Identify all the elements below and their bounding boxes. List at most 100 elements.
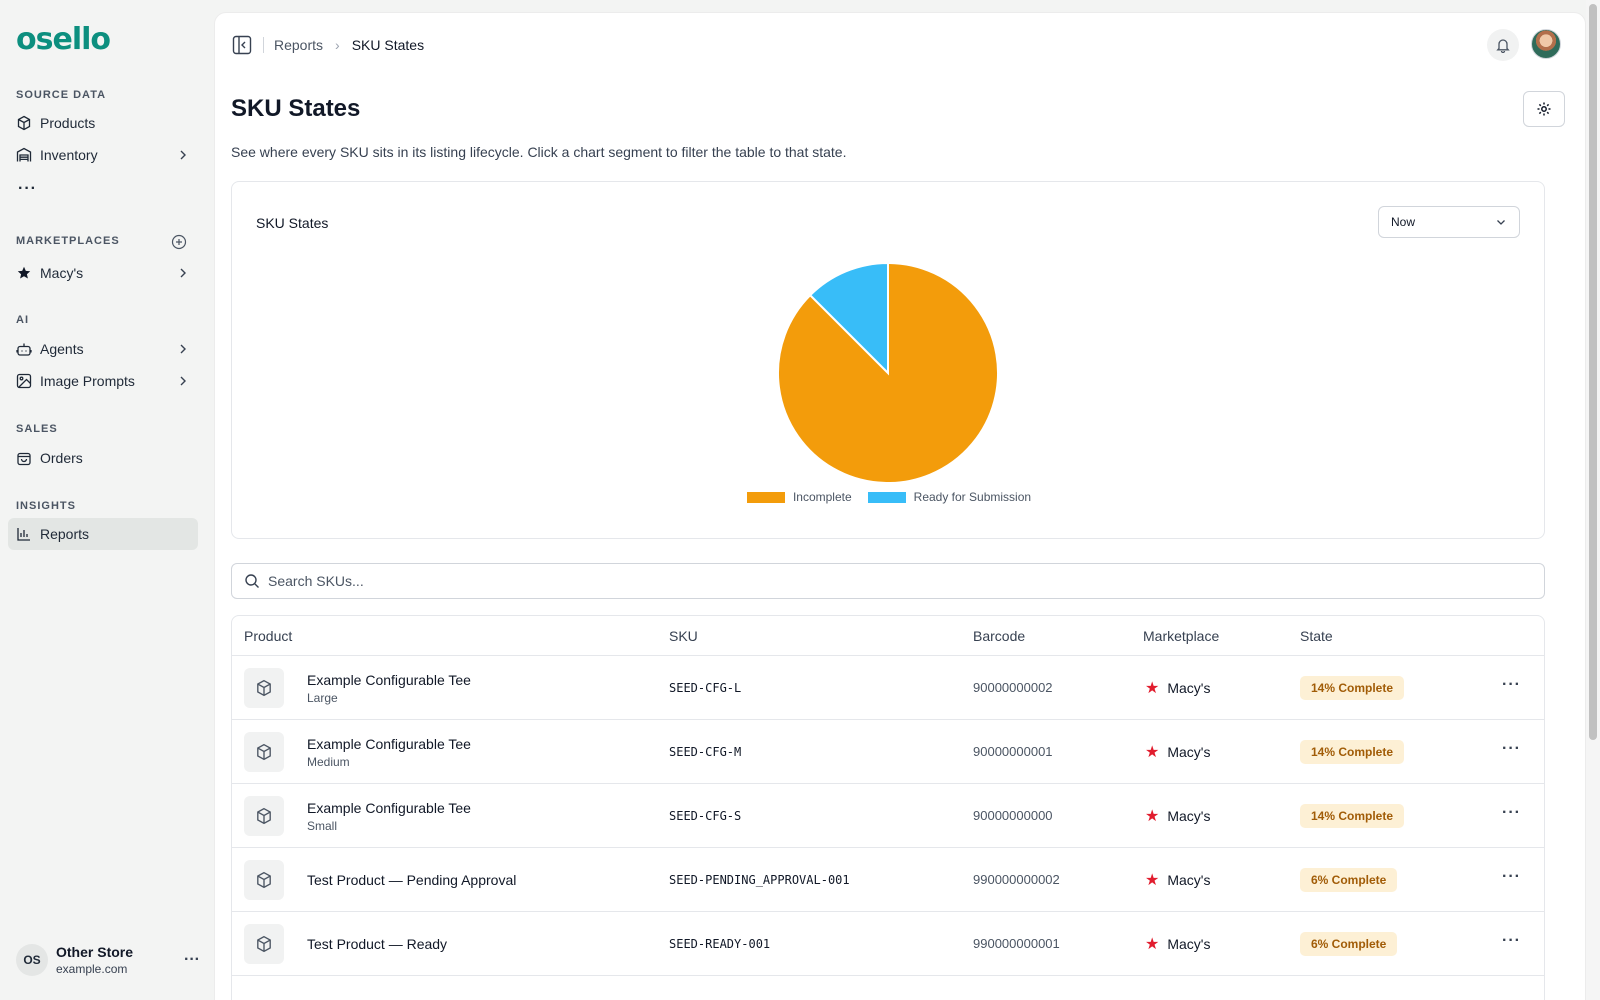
breadcrumb-divider (263, 37, 264, 53)
section-label-marketplaces: MARKETPLACES (16, 235, 120, 247)
period-select[interactable]: Now (1378, 206, 1520, 238)
chevron-down-icon (1495, 216, 1507, 228)
row-menu-button[interactable]: ··· (1502, 740, 1521, 757)
sidebar: osello SOURCE DATA Products Inventory ··… (0, 0, 212, 1000)
shopping-bag-icon (16, 450, 32, 466)
product-variant: Small (307, 819, 338, 833)
robot-icon (16, 341, 32, 357)
marketplace-cell: ★ Macy's (1145, 678, 1210, 698)
bar-chart-icon (16, 526, 32, 542)
search-bar[interactable] (231, 563, 1545, 599)
section-label-source-data: SOURCE DATA (16, 89, 107, 101)
sku-value: SEED-CFG-L (669, 681, 742, 695)
marketplace-cell: ★ Macy's (1145, 742, 1210, 762)
sidebar-item-reports[interactable]: Reports (8, 518, 198, 550)
legend-item-incomplete[interactable]: Incomplete (746, 490, 852, 504)
state-badge: 6% Complete (1300, 868, 1398, 892)
period-select-value: Now (1391, 215, 1416, 229)
section-label-ai: AI (16, 314, 29, 326)
marketplace-name: Macy's (1167, 808, 1211, 824)
sidebar-item-label: Products (40, 115, 96, 131)
sku-value: SEED-CFG-M (669, 745, 742, 759)
brand-logo[interactable]: osello (16, 22, 111, 62)
star-icon: ★ (1145, 872, 1160, 889)
bell-icon (1495, 37, 1511, 53)
brand-logo-text: osello (16, 22, 111, 57)
breadcrumb-reports-link[interactable]: Reports (274, 37, 324, 53)
sidebar-item-image-prompts[interactable]: Image Prompts (8, 365, 198, 397)
sidebar-item-agents[interactable]: Agents (8, 333, 198, 365)
column-header-state[interactable]: State (1300, 628, 1333, 644)
image-icon (16, 373, 32, 389)
column-header-product[interactable]: Product (244, 628, 293, 644)
product-name[interactable]: Test Product — Ready (307, 936, 448, 952)
table-row[interactable]: Example Configurable Tee Small SEED-CFG-… (232, 784, 1544, 848)
table-row[interactable]: Test Product — Pending Approval SEED-PEN… (232, 848, 1544, 912)
column-header-marketplace[interactable]: Marketplace (1143, 628, 1220, 644)
page-title: SKU States (231, 95, 361, 122)
search-icon (244, 573, 260, 589)
store-menu-button[interactable]: ··· (184, 951, 200, 968)
marketplace-cell: ★ Macy's (1145, 934, 1210, 954)
search-input[interactable] (268, 573, 1532, 589)
chevron-right-icon (176, 266, 190, 280)
marketplace-cell: ★ Macy's (1145, 806, 1210, 826)
pie-slice-incomplete[interactable] (777, 261, 999, 482)
legend-swatch (746, 491, 785, 503)
legend-label: Incomplete (792, 490, 852, 504)
sku-value: SEED-PENDING_APPROVAL-001 (669, 873, 850, 887)
main-panel: Reports › SKU States SKU States See wher… (214, 12, 1586, 1000)
scrollbar-thumb[interactable] (1589, 4, 1597, 740)
table-row[interactable]: Example Configurable Tee Large SEED-CFG-… (232, 656, 1544, 720)
store-switcher[interactable]: OS Other Store example.com ··· (16, 935, 200, 985)
store-info: Other Store example.com (56, 944, 184, 976)
box-icon (255, 743, 273, 761)
row-menu-button[interactable]: ··· (1502, 804, 1521, 821)
product-thumbnail (244, 796, 284, 836)
product-thumbnail (244, 732, 284, 772)
product-name[interactable]: Example Configurable Tee (307, 672, 471, 688)
table-row[interactable]: Test Product — Ready SEED-READY-001 9900… (232, 912, 1544, 976)
sidebar-item-label: Reports (40, 526, 90, 542)
sidebar-item-orders[interactable]: Orders (8, 442, 198, 474)
marketplace-name: Macy's (1167, 872, 1211, 888)
user-avatar[interactable] (1531, 29, 1561, 59)
barcode-value: 90000000001 (973, 744, 1053, 759)
barcode-value: 90000000000 (973, 808, 1053, 823)
row-menu-button[interactable]: ··· (1502, 868, 1521, 885)
sku-value: SEED-READY-001 (669, 937, 771, 951)
page-description: See where every SKU sits in its listing … (231, 144, 847, 160)
row-menu-button[interactable]: ··· (1502, 676, 1521, 693)
chart-legend: Incomplete Ready for Submission (232, 490, 1546, 504)
section-label-insights: INSIGHTS (16, 500, 76, 512)
legend-item-ready-for-submission[interactable]: Ready for Submission (867, 490, 1031, 504)
legend-swatch (867, 491, 906, 503)
table-row[interactable]: Example Configurable Tee Medium SEED-CFG… (232, 720, 1544, 784)
box-icon (255, 871, 273, 889)
sku-states-pie (777, 261, 999, 482)
sidebar-item-macys[interactable]: Macy's (8, 257, 198, 289)
breadcrumb-separator: › (335, 37, 340, 53)
add-marketplace-icon[interactable] (171, 234, 187, 250)
sidebar-item-inventory[interactable]: Inventory (8, 139, 198, 171)
pie-slice-ready-for-submission[interactable] (808, 261, 889, 376)
gear-icon (1536, 101, 1552, 117)
product-name[interactable]: Example Configurable Tee (307, 800, 471, 816)
column-header-sku[interactable]: SKU (669, 628, 698, 644)
sidebar-item-products[interactable]: Products (8, 107, 198, 139)
sidebar-more-button[interactable]: ··· (18, 180, 37, 197)
settings-button[interactable] (1523, 91, 1565, 127)
product-name[interactable]: Example Configurable Tee (307, 736, 471, 752)
product-thumbnail (244, 924, 284, 964)
sku-value: SEED-CFG-S (669, 809, 742, 823)
marketplace-cell: ★ Macy's (1145, 870, 1210, 890)
notifications-button[interactable] (1487, 29, 1519, 61)
sidebar-toggle-icon[interactable] (231, 34, 253, 56)
star-icon: ★ (1145, 680, 1160, 697)
sidebar-item-label: Orders (40, 450, 83, 466)
column-header-barcode[interactable]: Barcode (973, 628, 1026, 644)
product-name[interactable]: Test Product — Pending Approval (307, 872, 517, 888)
breadcrumb: Reports › SKU States (231, 31, 424, 59)
page-scrollbar[interactable] (1586, 0, 1600, 1000)
row-menu-button[interactable]: ··· (1502, 932, 1521, 949)
